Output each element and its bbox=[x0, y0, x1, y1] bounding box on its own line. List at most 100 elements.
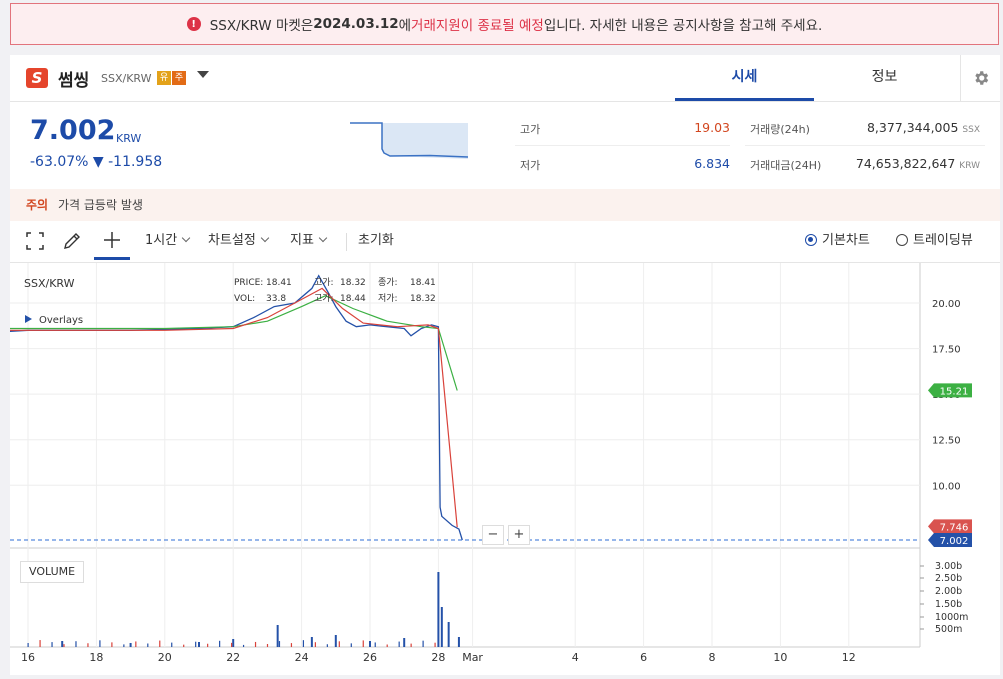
interval-label: 1시간 bbox=[145, 233, 178, 248]
y-tick-label: 10.00 bbox=[932, 481, 961, 492]
volume-bar bbox=[111, 642, 113, 647]
x-tick-label: 26 bbox=[363, 651, 377, 664]
volume-tick-label: 2.00b bbox=[935, 586, 962, 597]
volume-bar bbox=[278, 641, 281, 647]
coin-select-arrow-icon[interactable] bbox=[197, 71, 209, 78]
x-tick-label: 20 bbox=[158, 651, 172, 664]
overlays-label: Overlays bbox=[39, 315, 83, 326]
volume-bar bbox=[290, 643, 293, 647]
legend-high-value: 18.32 bbox=[340, 278, 366, 288]
draw-pencil-icon[interactable] bbox=[62, 222, 86, 260]
reset-button[interactable]: 초기화 bbox=[358, 233, 394, 248]
volatility-warning: 주의 가격 급등락 발생 bbox=[10, 189, 1000, 221]
last-price-badge-bg bbox=[928, 532, 972, 547]
volume-bar bbox=[27, 643, 29, 647]
volume-bar bbox=[232, 639, 235, 647]
zoom-out-button[interactable]: − bbox=[482, 525, 504, 545]
volume-bar bbox=[447, 622, 450, 647]
tab-info[interactable]: 정보 bbox=[871, 69, 898, 85]
volume-bar bbox=[403, 638, 406, 647]
fullscreen-icon[interactable] bbox=[26, 222, 50, 260]
volume-bar bbox=[198, 642, 200, 647]
indicators-select[interactable]: 지표 bbox=[290, 222, 328, 260]
volume-bar bbox=[326, 644, 328, 647]
x-tick-label: 28 bbox=[431, 651, 445, 664]
warning-text: 가격 급등락 발생 bbox=[58, 198, 143, 212]
stat-amount: 74,653,822,647 KRW bbox=[840, 156, 980, 171]
zoom-in-button[interactable]: + bbox=[508, 525, 530, 545]
stat-volume-unit: SSX bbox=[962, 125, 980, 135]
price-chart-area[interactable]: 16182022242628Mar468101220.0017.5015.001… bbox=[10, 263, 1000, 675]
legend-low-value: 18.44 bbox=[340, 294, 366, 304]
notice-date: 2024.03.12 bbox=[313, 16, 399, 32]
badge-caution: 유 bbox=[157, 71, 171, 85]
x-tick-label: 10 bbox=[773, 651, 787, 664]
notice-text-mid: 에 bbox=[398, 18, 412, 34]
volume-bar bbox=[99, 640, 101, 647]
volume-bar bbox=[457, 637, 460, 647]
volume-bar bbox=[266, 644, 269, 647]
legend-high-label: 고가: bbox=[314, 277, 334, 288]
x-tick-label: 16 bbox=[21, 651, 35, 664]
crosshair-icon[interactable] bbox=[94, 222, 130, 260]
legend-price-value: 18.41 bbox=[266, 278, 292, 288]
warning-label: 주의 bbox=[26, 198, 49, 212]
stat-volume-value: 8,377,344,005 bbox=[866, 120, 959, 135]
coin-name[interactable]: 썸씽 bbox=[58, 71, 90, 91]
moving-average-fast-line bbox=[10, 287, 458, 528]
volume-bar bbox=[230, 642, 233, 647]
volume-bar bbox=[39, 640, 41, 647]
ma-fast-badge: 7.746 bbox=[940, 522, 969, 533]
legend-lowp-value: 18.32 bbox=[410, 294, 436, 304]
volume-bar bbox=[302, 640, 305, 647]
change-absolute: ▼ -11.958 bbox=[92, 154, 163, 170]
last-price-badge: 7.002 bbox=[940, 536, 969, 547]
x-tick-label: 22 bbox=[226, 651, 240, 664]
interval-select[interactable]: 1시간 bbox=[145, 222, 191, 260]
stat-low-value: 6.834 bbox=[694, 156, 730, 171]
volume-bar bbox=[386, 644, 388, 647]
overlays-triangle-icon bbox=[25, 315, 32, 323]
basic-chart-label: 기본차트 bbox=[822, 233, 870, 248]
chart-toolbar: 1시간 차트설정 지표 초기화 기본차트 트레이딩뷰 bbox=[10, 222, 1000, 263]
legend-low-label: 고가: bbox=[314, 293, 334, 304]
volume-bar bbox=[362, 640, 364, 647]
volume-bar bbox=[51, 642, 53, 647]
volume-bar bbox=[338, 641, 340, 647]
volume-bar bbox=[350, 643, 352, 647]
chart-settings-select[interactable]: 차트설정 bbox=[208, 222, 270, 260]
tab-quote[interactable]: 시세 bbox=[675, 55, 814, 101]
volume-bar bbox=[159, 640, 161, 647]
toolbar-divider bbox=[346, 233, 347, 251]
x-tick-label: 4 bbox=[572, 651, 579, 664]
stat-amount-label: 거래대금(24H) bbox=[750, 159, 822, 172]
ma-slow-badge-bg bbox=[928, 383, 972, 398]
tradingview-radio[interactable]: 트레이딩뷰 bbox=[896, 222, 973, 260]
coin-pair: SSX/KRW bbox=[101, 72, 152, 85]
legend-lowp-label: 저가: bbox=[378, 293, 398, 304]
stat-volume: 8,377,344,005 SSX bbox=[840, 120, 980, 135]
volume-bar bbox=[276, 625, 279, 647]
volume-bar bbox=[334, 635, 337, 647]
radio-checked-icon bbox=[805, 234, 817, 246]
price-change: -63.07% ▼ -11.958 bbox=[30, 154, 162, 170]
volume-tick-label: 2.50b bbox=[935, 573, 962, 584]
x-tick-label: 12 bbox=[842, 651, 856, 664]
x-tick-label: 18 bbox=[89, 651, 103, 664]
stat-high-value: 19.03 bbox=[694, 120, 730, 135]
basic-chart-radio[interactable]: 기본차트 bbox=[805, 222, 870, 260]
settings-gear-icon[interactable] bbox=[960, 55, 1001, 101]
market-panel: S 썸씽 SSX/KRW 유 주 시세 정보 7.002 KRW -63.07%… bbox=[10, 55, 1000, 675]
volume-bar bbox=[195, 641, 197, 647]
volume-bar bbox=[410, 643, 412, 647]
notice-highlight: 거래지원이 종료될 예정 bbox=[411, 18, 544, 34]
volume-tick-label: 1000m bbox=[935, 612, 968, 623]
volume-bar bbox=[129, 643, 132, 647]
change-percent: -63.07% bbox=[30, 154, 89, 170]
legend-price-label: PRICE: bbox=[234, 278, 263, 288]
moving-average-slow-line bbox=[10, 295, 458, 391]
volume-bar bbox=[147, 643, 149, 647]
volume-bar bbox=[314, 642, 316, 647]
chevron-down-icon bbox=[318, 233, 328, 243]
price-chart[interactable]: 16182022242628Mar468101220.0017.5015.001… bbox=[10, 263, 1000, 675]
